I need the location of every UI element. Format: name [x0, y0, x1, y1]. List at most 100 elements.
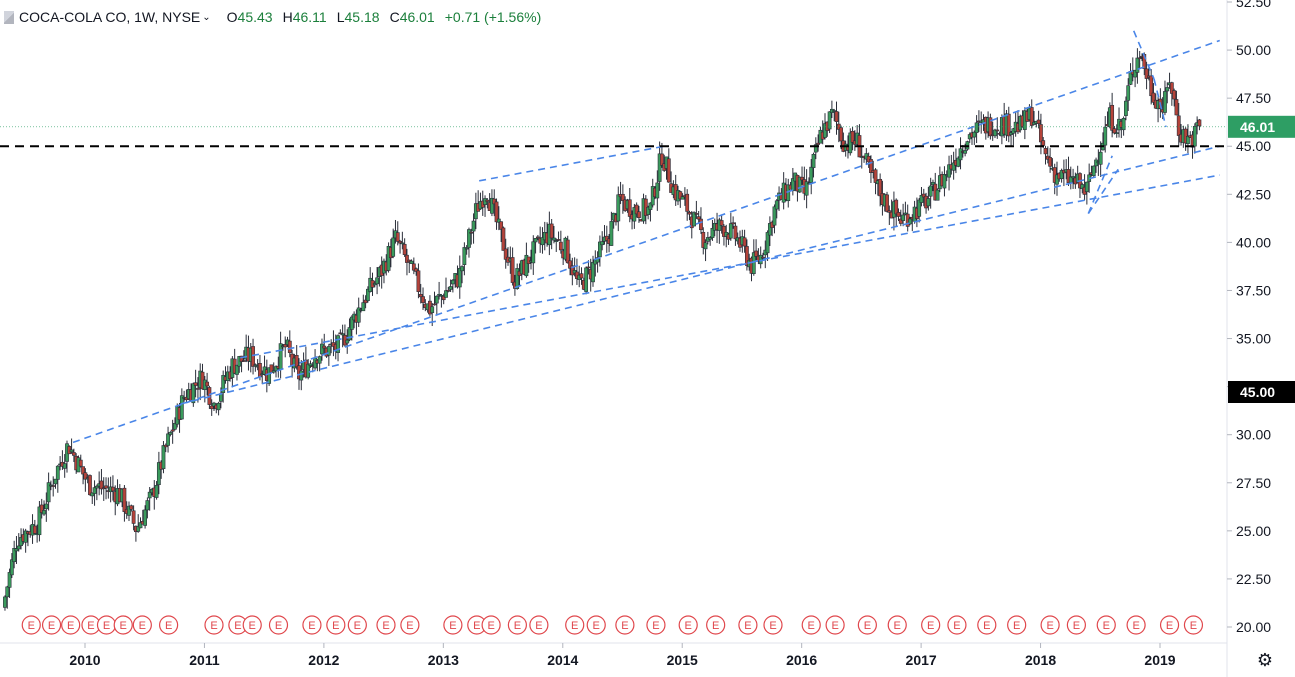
candle — [533, 238, 538, 254]
earnings-marker[interactable]: E — [646, 615, 666, 635]
candle — [71, 448, 76, 462]
candle-body — [405, 254, 409, 263]
earnings-marker[interactable]: E — [228, 615, 248, 635]
candle-body — [271, 370, 276, 373]
candle-body — [800, 176, 804, 181]
open-value: 45.43 — [237, 9, 273, 25]
earnings-marker[interactable]: E — [21, 615, 41, 635]
earnings-marker[interactable]: E — [159, 615, 179, 635]
candle-body — [1144, 68, 1149, 79]
earnings-marker[interactable]: E — [1066, 615, 1086, 635]
earnings-marker[interactable]: E — [1007, 615, 1027, 635]
earnings-marker[interactable]: E — [443, 615, 463, 635]
earnings-marker[interactable]: E — [857, 615, 877, 635]
earnings-marker[interactable]: E — [1126, 615, 1146, 635]
earnings-marker[interactable]: E — [887, 615, 907, 635]
earnings-marker[interactable]: E — [132, 615, 152, 635]
earnings-marker[interactable]: E — [801, 615, 821, 635]
earnings-marker[interactable]: E — [376, 615, 396, 635]
earnings-marker[interactable]: E — [1183, 615, 1204, 635]
candle — [1084, 181, 1089, 205]
gear-icon[interactable]: ⚙ — [1256, 650, 1273, 670]
symbol-title[interactable]: COCA-COLA CO, 1W, NYSE — [19, 9, 201, 25]
earnings-marker[interactable]: E — [1096, 615, 1116, 635]
earnings-marker[interactable]: E — [61, 615, 81, 635]
symbol-icon[interactable] — [4, 10, 14, 24]
candle-body — [660, 153, 664, 166]
earnings-marker[interactable]: E — [615, 615, 635, 635]
candle-body — [1036, 119, 1041, 124]
earnings-marker[interactable]: E — [96, 615, 117, 635]
candle — [1066, 156, 1071, 186]
candle-body — [179, 395, 184, 420]
candle-body — [32, 525, 37, 534]
earnings-marker[interactable]: E — [326, 615, 346, 635]
earnings-marker[interactable]: E — [41, 615, 62, 635]
candle-body — [416, 270, 421, 292]
candle — [94, 484, 99, 501]
candle — [271, 362, 276, 374]
earnings-marker[interactable]: E — [467, 615, 487, 635]
chevron-down-icon[interactable]: ⌄ — [202, 11, 211, 23]
earnings-marker[interactable]: E — [347, 615, 367, 635]
candle — [772, 204, 777, 234]
earnings-marker[interactable]: E — [481, 615, 501, 635]
earnings-label: E — [308, 620, 315, 632]
candle-body — [554, 240, 559, 242]
candle-body — [361, 302, 366, 312]
earnings-circle — [481, 615, 501, 635]
y-tick-label: 52.50 — [1236, 0, 1271, 10]
candle — [154, 481, 159, 500]
earnings-marker[interactable]: E — [242, 615, 262, 635]
candle-body — [161, 445, 166, 470]
candle — [908, 216, 912, 226]
candle — [12, 540, 17, 569]
earnings-marker[interactable]: E — [706, 615, 726, 635]
candle — [568, 253, 572, 276]
earnings-marker[interactable]: E — [825, 615, 845, 635]
candle-body — [221, 375, 226, 393]
earnings-label: E — [234, 620, 241, 632]
earnings-marker[interactable]: E — [204, 615, 224, 635]
earnings-marker[interactable]: E — [947, 615, 967, 635]
candle-body — [168, 432, 173, 435]
earnings-marker[interactable]: E — [1040, 615, 1060, 635]
candle-body — [267, 367, 272, 384]
candle — [816, 134, 821, 152]
candle-body — [742, 237, 747, 247]
earnings-marker[interactable]: E — [738, 615, 758, 635]
candle-body — [804, 181, 809, 196]
candle — [657, 141, 662, 191]
earnings-marker[interactable]: E — [1159, 615, 1180, 635]
earnings-marker[interactable]: E — [302, 615, 322, 635]
candle — [104, 477, 108, 500]
earnings-marker[interactable]: E — [529, 615, 549, 635]
earnings-marker[interactable]: E — [400, 615, 420, 635]
candle-body — [83, 472, 88, 480]
candle-body — [931, 182, 935, 186]
earnings-label: E — [354, 620, 361, 632]
earnings-marker[interactable]: E — [763, 615, 783, 635]
candle — [1009, 130, 1013, 147]
earnings-marker[interactable]: E — [113, 615, 133, 635]
earnings-marker[interactable]: E — [507, 615, 527, 635]
candle — [850, 126, 855, 151]
candle — [437, 281, 442, 300]
candle — [827, 111, 832, 134]
candle — [701, 227, 706, 255]
earnings-marker[interactable]: E — [921, 615, 941, 635]
earnings-marker[interactable]: E — [977, 615, 997, 635]
candle-body — [78, 459, 83, 467]
candle-body — [772, 206, 777, 226]
trendline — [180, 145, 1220, 405]
candle — [42, 500, 46, 516]
earnings-marker[interactable]: E — [678, 615, 698, 635]
candle — [878, 173, 883, 207]
earnings-marker[interactable]: E — [565, 615, 585, 635]
earnings-circle — [159, 615, 179, 635]
candle — [450, 278, 455, 293]
candle-body — [104, 485, 108, 489]
earnings-marker[interactable]: E — [268, 615, 289, 635]
earnings-marker[interactable]: E — [586, 615, 606, 635]
